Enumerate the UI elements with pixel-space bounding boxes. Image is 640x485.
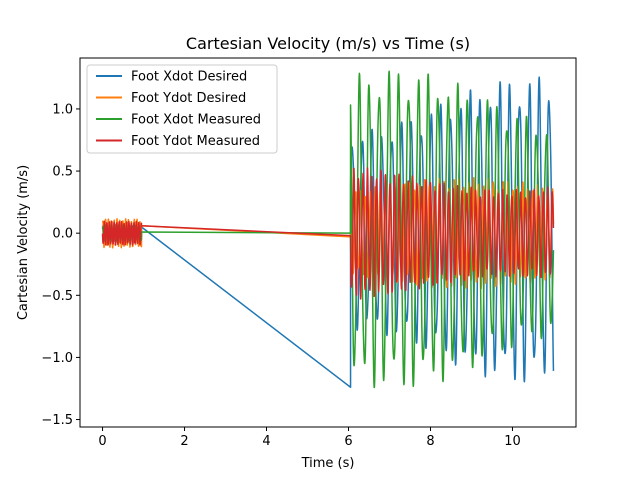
legend-box <box>86 64 278 154</box>
x-axis-label: Time (s) <box>301 456 355 471</box>
series-line-foot-xdot-measured <box>101 70 555 389</box>
x-tick-label: 8 <box>426 434 434 449</box>
axis-ticks: 0 2 4 6 8 10 −1.5 −1.0 −0.5 0.0 0.5 1.0 <box>41 102 520 449</box>
legend-label: Foot Ydot Measured <box>131 134 260 149</box>
y-tick-label: 0.0 <box>52 227 73 242</box>
legend-label: Foot Xdot Measured <box>131 113 261 128</box>
y-tick-label: −1.5 <box>41 413 73 428</box>
legend-label: Foot Xdot Desired <box>131 70 247 85</box>
x-tick-label: 0 <box>98 434 106 449</box>
legend-label: Foot Ydot Desired <box>131 91 246 106</box>
y-axis-label: Cartesian Velocity (m/s) <box>16 165 31 320</box>
x-tick-label: 6 <box>344 434 352 449</box>
chart-title: Cartesian Velocity (m/s) vs Time (s) <box>186 34 470 53</box>
y-tick-label: −0.5 <box>41 289 73 304</box>
x-tick-label: 2 <box>180 434 188 449</box>
plot-frame <box>79 57 577 428</box>
series-line-foot-ydot-measured <box>101 167 555 300</box>
plot-area <box>101 70 555 389</box>
y-tick-label: 0.5 <box>52 165 73 180</box>
y-tick-label: −1.0 <box>41 351 73 366</box>
x-tick-label: 10 <box>504 434 521 449</box>
x-tick-label: 4 <box>262 434 270 449</box>
y-tick-label: 1.0 <box>52 102 73 117</box>
legend: Foot Xdot Desired Foot Ydot Desired Foot X… <box>86 64 278 154</box>
